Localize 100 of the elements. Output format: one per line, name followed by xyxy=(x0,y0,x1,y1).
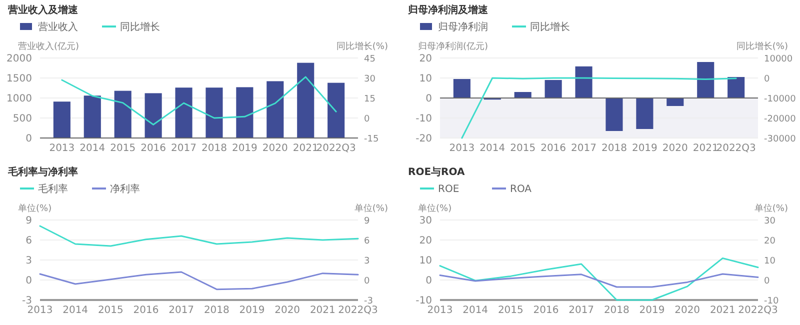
y2-tick-label: 20 xyxy=(764,236,776,246)
y2-tick-label: 6 xyxy=(364,236,370,246)
bar xyxy=(297,62,314,138)
x-tick-label: 2016 xyxy=(533,305,559,316)
y2-tick-label: -3 xyxy=(364,296,373,306)
y2-tick-label: -10 xyxy=(764,296,779,306)
y-tick-label: 9 xyxy=(26,216,32,226)
y-axis-title: 单位(%) xyxy=(418,203,452,214)
line-series xyxy=(61,76,337,126)
x-tick-label: 2017 xyxy=(568,305,594,316)
x-tick-label: 2017 xyxy=(168,305,194,316)
y2-tick-label: 0 xyxy=(364,114,370,124)
y-tick-label: -3 xyxy=(22,296,32,306)
line-series xyxy=(439,273,759,288)
bar xyxy=(175,88,192,138)
bar xyxy=(606,98,623,131)
bar xyxy=(236,87,254,138)
line-series xyxy=(439,257,759,301)
x-tick-label: 2013 xyxy=(427,305,453,316)
x-tick-label: 2015 xyxy=(98,305,124,316)
bar xyxy=(666,98,684,106)
y2-tick-label: -10000 xyxy=(764,94,796,104)
y2-tick-label: -15 xyxy=(364,134,379,144)
x-tick-label: 2013 xyxy=(27,305,53,316)
x-tick-label: 2016 xyxy=(140,143,166,154)
y2-tick-label: 10 xyxy=(764,256,776,266)
legend-label: 营业收入 xyxy=(38,21,78,33)
chart-title: ROE与ROA xyxy=(408,166,465,178)
x-tick-label: 2018 xyxy=(604,305,630,316)
y-tick-label: 10 xyxy=(419,74,432,84)
y2-tick-label: 0 xyxy=(764,276,770,286)
legend-label: ROA xyxy=(510,184,532,195)
y2-axis-title: 单位(%) xyxy=(754,203,788,214)
y2-tick-label: 30 xyxy=(364,74,376,84)
y-axis-title: 归母净利润(亿元) xyxy=(418,41,488,52)
x-tick-label: 2013 xyxy=(449,143,475,154)
x-tick-label: 2014 xyxy=(80,143,106,154)
y-tick-label: 500 xyxy=(12,114,32,124)
bar xyxy=(328,82,345,138)
bar xyxy=(84,96,101,138)
x-tick-label: 2022Q3 xyxy=(738,305,778,316)
x-tick-label: 2016 xyxy=(133,305,159,316)
legend-label: 同比增长 xyxy=(530,21,570,33)
chart-title: 营业收入及增速 xyxy=(7,4,79,16)
x-tick-label: 2017 xyxy=(571,143,596,154)
y-tick-label: 0 xyxy=(26,276,32,286)
line-series xyxy=(461,77,737,139)
y2-tick-label: 0 xyxy=(364,276,370,286)
legend-label: 归母净利润 xyxy=(438,21,488,33)
x-tick-label: 2022Q3 xyxy=(338,305,378,316)
legend-label: 同比增长 xyxy=(120,21,160,33)
y-tick-label: 20 xyxy=(419,236,432,246)
y-tick-label: 0 xyxy=(426,276,432,286)
y-tick-label: 20 xyxy=(419,54,432,64)
bar xyxy=(636,98,654,129)
y2-tick-label: 30 xyxy=(764,216,776,226)
x-tick-label: 2014 xyxy=(462,305,488,316)
y-tick-label: 6 xyxy=(26,236,32,246)
y2-tick-label: 3 xyxy=(364,256,370,266)
y-tick-label: 0 xyxy=(426,94,432,104)
x-tick-label: 2013 xyxy=(49,143,75,154)
y2-axis-title: 单位(%) xyxy=(354,203,388,214)
y-tick-label: 30 xyxy=(419,216,432,226)
x-tick-label: 2022Q3 xyxy=(316,143,356,154)
y2-axis-title: 同比增长(%) xyxy=(336,41,388,52)
bar xyxy=(453,79,470,98)
y2-tick-label: 0 xyxy=(764,74,770,84)
bar xyxy=(144,93,162,138)
y2-tick-label: 9 xyxy=(364,216,370,226)
x-tick-label: 2021 xyxy=(292,143,318,154)
y-tick-label: 3 xyxy=(26,256,32,266)
x-tick-label: 2015 xyxy=(110,143,136,154)
x-tick-label: 2019 xyxy=(239,305,265,316)
x-tick-label: 2021 xyxy=(692,143,718,154)
x-tick-label: 2014 xyxy=(480,143,506,154)
x-tick-label: 2021 xyxy=(710,305,736,316)
y2-axis-title: 同比增长(%) xyxy=(736,41,788,52)
chart-title: 归母净利润及增速 xyxy=(407,4,489,16)
bar xyxy=(114,90,132,138)
y-axis-title: 单位(%) xyxy=(18,203,52,214)
x-tick-label: 2018 xyxy=(602,143,627,154)
y-axis-title: 营业收入(亿元) xyxy=(18,41,80,52)
bar xyxy=(266,81,284,138)
legend-label: 毛利率 xyxy=(38,183,68,195)
bar xyxy=(206,88,223,138)
x-tick-label: 2017 xyxy=(171,143,196,154)
x-tick-label: 2019 xyxy=(632,143,658,154)
y-tick-label: -20 xyxy=(416,134,432,144)
y2-tick-label: -30000 xyxy=(764,134,796,144)
y-tick-label: -10 xyxy=(416,296,432,306)
x-tick-label: 2022Q3 xyxy=(716,143,756,154)
x-tick-label: 2020 xyxy=(274,305,300,316)
legend-label: ROE xyxy=(438,184,460,195)
x-tick-label: 2020 xyxy=(262,143,288,154)
x-tick-label: 2015 xyxy=(498,305,524,316)
y2-tick-label: -20000 xyxy=(764,114,796,124)
chart-title: 毛利率与净利率 xyxy=(7,166,78,178)
line-series xyxy=(39,225,359,247)
x-tick-label: 2018 xyxy=(204,305,230,316)
bar xyxy=(728,77,745,98)
